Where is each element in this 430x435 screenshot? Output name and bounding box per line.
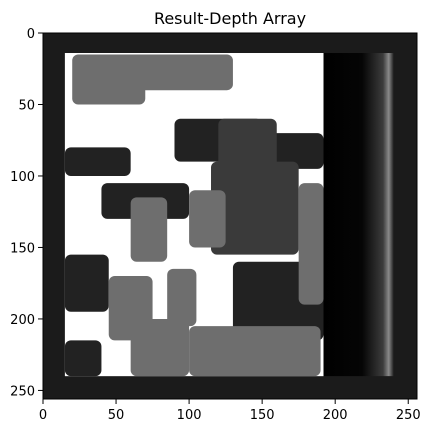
heatmap-region-10 (218, 118, 277, 169)
y-tick-label-4: 200 (10, 313, 35, 328)
y-tick-label-0: 0 (27, 27, 35, 42)
heatmap-region-11 (130, 197, 168, 262)
heatmap-region-3 (72, 54, 146, 105)
y-tick-label-2: 100 (10, 170, 35, 185)
x-tick-label-0: 0 (39, 408, 47, 423)
x-tick-label-3: 150 (250, 408, 275, 423)
heatmap-region-17 (298, 183, 324, 305)
x-tick-label-2: 100 (177, 408, 202, 423)
heatmap-region-21 (323, 53, 394, 377)
heatmap-region-18 (64, 340, 102, 377)
y-tick-label-3: 150 (10, 241, 35, 256)
x-axis: 0 50 100 150 200 250 (39, 399, 421, 423)
chart-title: Result-Depth Array (154, 9, 306, 28)
heatmap-region-13 (64, 254, 109, 312)
heatmap-region-19 (189, 326, 321, 377)
heatmap-region-4 (130, 54, 233, 91)
heatmap-region-7 (64, 147, 131, 176)
x-tick-label-4: 200 (323, 408, 348, 423)
heatmap-region-12 (189, 190, 226, 248)
x-tick-label-1: 50 (108, 408, 125, 423)
plot-frame (42, 32, 418, 400)
x-tick-label-5: 250 (396, 408, 421, 423)
y-tick-label-1: 50 (18, 98, 35, 113)
heatmap-region-9 (211, 161, 299, 255)
y-axis: 0 50 100 150 200 250 (10, 27, 43, 399)
heatmap-region-6 (262, 133, 324, 169)
heatmap-region-20 (130, 318, 190, 377)
depth-heatmap (43, 33, 417, 399)
heatmap-region-15 (167, 268, 197, 327)
y-tick-label-5: 250 (10, 384, 35, 399)
